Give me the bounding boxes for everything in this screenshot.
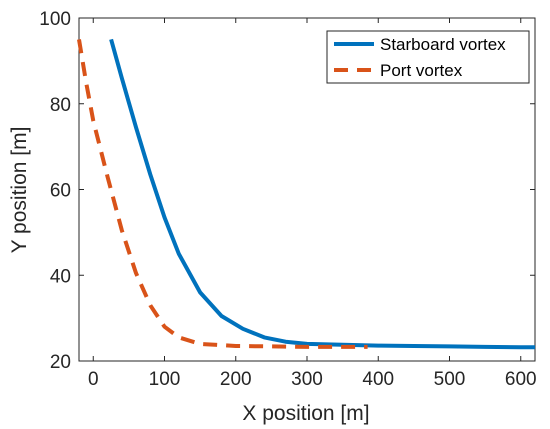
legend: Starboard vortex Port vortex	[326, 30, 530, 84]
series-layer	[77, 38, 535, 350]
y-axis-label: Y position [m]	[8, 127, 31, 254]
series-line-port-vortex	[77, 39, 368, 349]
y-tick-label: 60	[50, 181, 71, 202]
y-tick-label: 80	[50, 95, 71, 116]
series-line-starboard-vortex	[109, 38, 535, 350]
y-tick-label: 100	[39, 9, 71, 30]
x-axis-label: X position [m]	[242, 402, 369, 425]
legend-box	[326, 30, 530, 84]
y-tick-label: 40	[50, 266, 71, 287]
x-tick-label: 400	[362, 369, 394, 390]
x-tick-label: 500	[434, 369, 466, 390]
x-tick-label: 600	[505, 369, 537, 390]
x-tick-label: 100	[149, 369, 181, 390]
x-tick-label: 0	[88, 369, 99, 390]
tick-layer: 0 100 200 300 400 500 600 20 40 60 80 100	[39, 9, 536, 390]
x-tick-label: 300	[291, 369, 323, 390]
y-tick-label: 20	[50, 352, 71, 373]
legend-label-starboard-vortex: Starboard vortex	[380, 35, 506, 54]
legend-label-port-vortex: Port vortex	[380, 61, 463, 80]
x-tick-label: 200	[220, 369, 252, 390]
